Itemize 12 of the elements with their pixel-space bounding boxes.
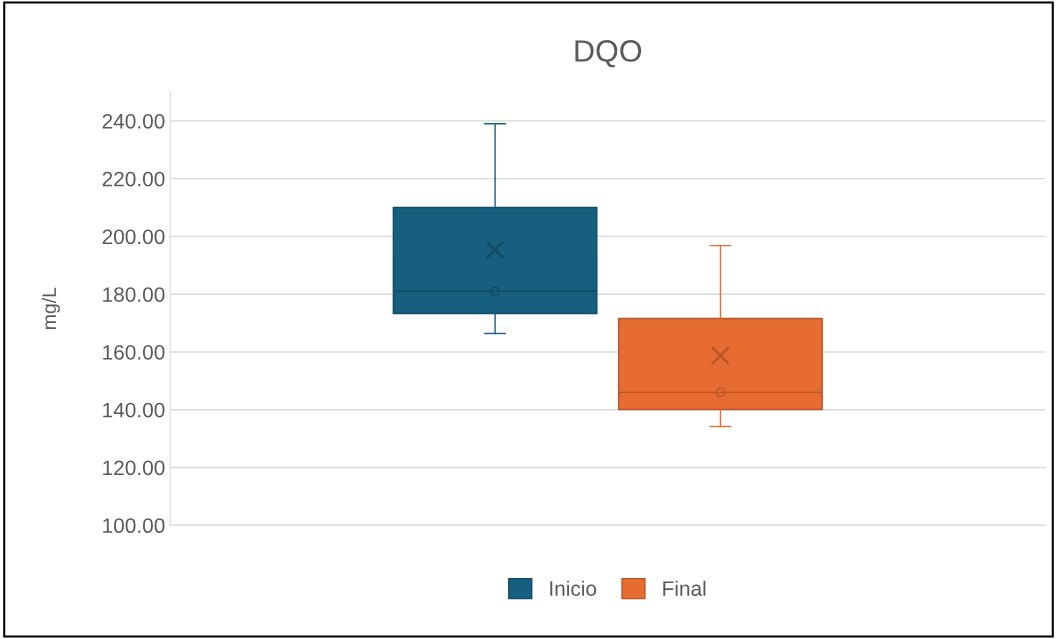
- y-axis-title: mg/L: [41, 287, 60, 329]
- legend-label: Inicio: [550, 580, 597, 596]
- y-tick-label: 240.00: [102, 113, 165, 129]
- y-tick-label: 180.00: [103, 287, 165, 302]
- y-tick-label: 200.00: [102, 229, 165, 245]
- y-tick-label: 100.00: [103, 518, 165, 534]
- y-tick-label: 120.00: [103, 460, 165, 476]
- y-tick-label: 160.00: [103, 344, 165, 360]
- chart-title: DQO: [575, 40, 642, 68]
- legend-label: Final: [663, 580, 706, 596]
- y-tick-label: 140.00: [103, 402, 165, 418]
- y-tick-label: 220.00: [102, 171, 165, 187]
